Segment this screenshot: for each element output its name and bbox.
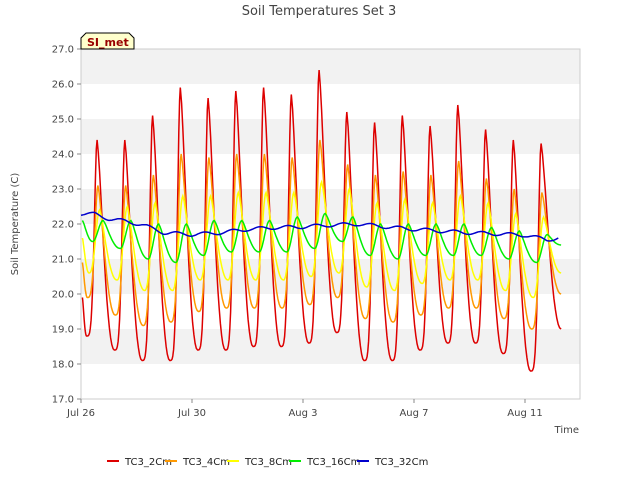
series-line-tc3-2cm [81, 69, 562, 372]
y-tick-label: 17.0 [52, 395, 74, 406]
legend: TC3_2Cm TC3_4Cm TC3_8Cm TC3_16Cm TC3_32Cm [107, 457, 428, 468]
y-tick-label: 20.0 [52, 290, 74, 301]
x-tick-label: Aug 3 [288, 408, 317, 419]
legend-label: TC3_2Cm [124, 457, 172, 468]
series-line-tc3-32cm [80, 211, 559, 242]
grid-band [81, 189, 580, 224]
y-tick-label: 24.0 [52, 150, 74, 161]
grid-band [81, 329, 580, 364]
x-axis-label: Time [554, 425, 579, 436]
y-tick-label: 19.0 [52, 325, 74, 336]
series-line-tc3-8cm [81, 179, 562, 299]
x-tick-label: Jul 30 [177, 408, 206, 419]
grid-band [81, 49, 580, 84]
chart-title: Soil Temperatures Set 3 [242, 4, 397, 19]
legend-label: TC3_8Cm [244, 457, 292, 468]
x-tick-label: Aug 11 [507, 408, 542, 419]
y-tick-label: 21.0 [52, 255, 74, 266]
series-line-tc3-16cm [81, 212, 562, 264]
y-tick-label: 26.0 [52, 80, 74, 91]
grid-band [81, 154, 580, 189]
y-tick-label: 27.0 [52, 45, 74, 56]
series-lines [80, 69, 562, 372]
badge-label: SI_met [87, 36, 129, 49]
series-line-tc3-4cm [81, 139, 562, 330]
y-tick-label: 23.0 [52, 185, 74, 196]
y-axis-label: Soil Temperature (C) [10, 173, 21, 276]
y-tick-label: 25.0 [52, 115, 74, 126]
x-axis: Jul 26 Jul 30 Aug 3 Aug 7 Aug 11 [66, 399, 543, 419]
grid-band [81, 119, 580, 154]
y-tick-label: 18.0 [52, 360, 74, 371]
y-tick-label: 22.0 [52, 220, 74, 231]
legend-label: TC3_16Cm [306, 457, 360, 468]
legend-label: TC3_4Cm [182, 457, 230, 468]
grid-band [81, 84, 580, 119]
grid-band [81, 364, 580, 399]
badge-shape [80, 32, 135, 50]
si-met-badge: SI_met [80, 32, 135, 50]
y-axis: 17.0 18.0 19.0 20.0 21.0 22.0 23.0 24.0 25.0 26.0… [52, 45, 81, 406]
x-tick-label: Aug 7 [399, 408, 428, 419]
x-tick-label: Jul 26 [66, 408, 95, 419]
legend-label: TC3_32Cm [374, 457, 428, 468]
